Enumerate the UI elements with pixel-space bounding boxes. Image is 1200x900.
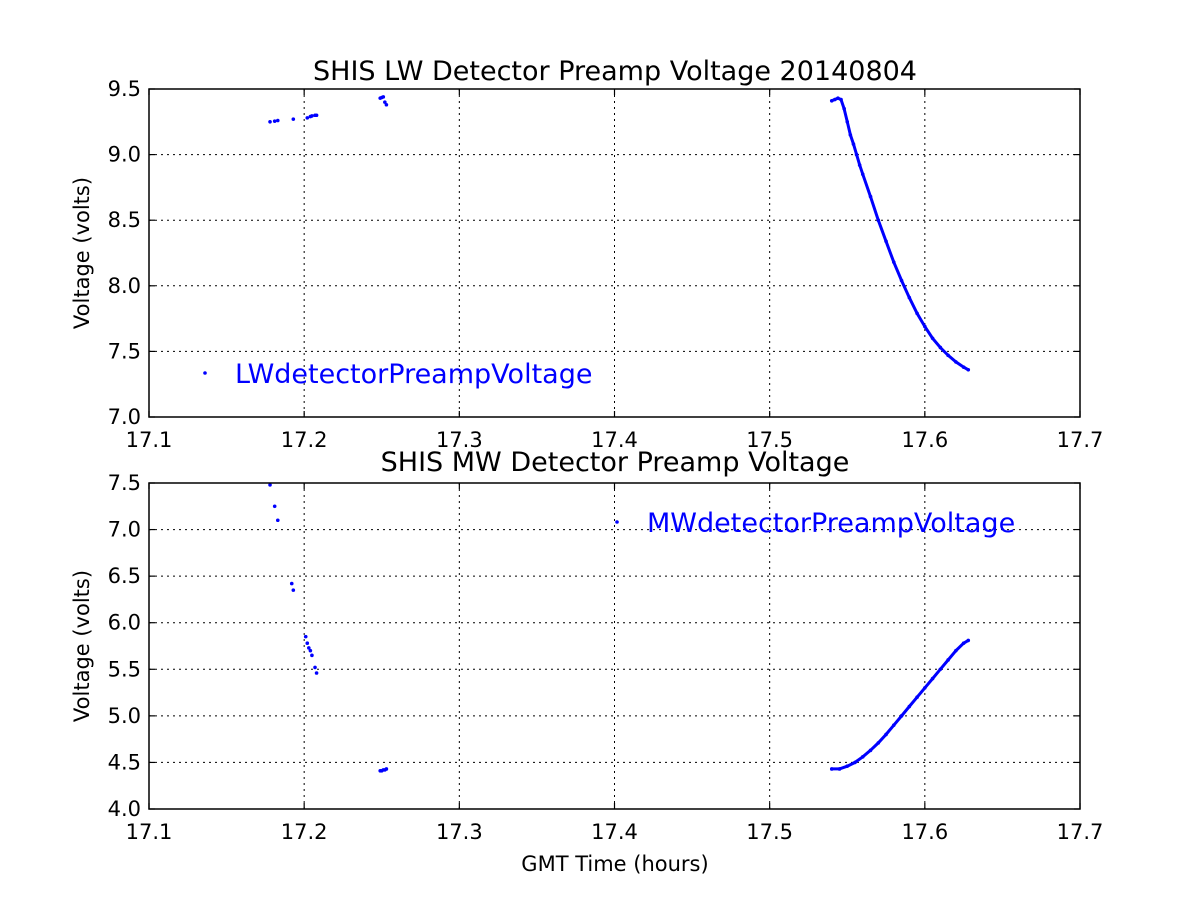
lw-voltage-panel: SHIS LW Detector Preamp Voltage 20140804…	[70, 56, 1103, 452]
mw-y-tick-label: 6.5	[108, 564, 141, 588]
lw-x-tick-label: 17.5	[746, 428, 793, 452]
mw-data-point	[305, 641, 310, 646]
lw-data-point	[381, 95, 386, 99]
mw-x-tick-label: 17.5	[746, 820, 793, 844]
mw-dense-trace	[831, 639, 970, 771]
mw-y-tick-label: 4.5	[108, 750, 141, 774]
mw-y-tick-label: 5.5	[108, 657, 141, 681]
mw-y-tick-label: 6.0	[108, 611, 141, 635]
lw-y-tick-label: 7.5	[108, 339, 141, 363]
mw-legend-label: MWdetectorPreampVoltage	[647, 508, 1015, 539]
mw-data-point	[303, 634, 308, 639]
lw-x-tick-label: 17.4	[591, 428, 638, 452]
mw-data-point	[291, 588, 296, 592]
lw-data-point	[268, 120, 272, 124]
lw-y-tick-label: 9.5	[108, 77, 141, 101]
lw-y-axis-label: Voltage (volts)	[70, 177, 94, 329]
mw-data-point	[310, 653, 314, 658]
mw-y-tick-label: 7.0	[108, 518, 141, 542]
mw-data-point	[307, 646, 311, 650]
mw-chart-title: SHIS MW Detector Preamp Voltage	[381, 447, 850, 478]
lw-data-point	[275, 118, 280, 123]
lw-x-tick-label: 17.7	[1057, 428, 1104, 452]
lw-x-tick-label: 17.2	[281, 428, 328, 452]
lw-x-tick-label: 17.6	[901, 428, 948, 452]
lw-x-tick-label: 17.3	[436, 428, 483, 452]
lw-data-point	[305, 116, 310, 120]
mw-data-point	[313, 665, 317, 670]
lw-y-tick-label: 9.0	[108, 143, 141, 167]
mw-x-tick-label: 17.2	[281, 820, 328, 844]
mw-x-tick-label: 17.4	[591, 820, 638, 844]
mw-data-point	[275, 518, 280, 523]
mw-data-point	[272, 504, 277, 509]
lw-data-point	[314, 113, 319, 118]
lw-x-tick-label: 17.1	[126, 428, 173, 452]
lw-y-tick-label: 7.0	[108, 405, 141, 429]
lw-data-point	[272, 119, 277, 123]
mw-x-tick-label: 17.3	[436, 820, 483, 844]
lw-data-point	[383, 100, 387, 104]
mw-y-tick-label: 4.0	[108, 797, 141, 821]
mw-data-point	[314, 671, 319, 675]
mw-data-point	[268, 483, 272, 487]
lw-dense-trace	[831, 96, 970, 372]
lw-y-tick-label: 8.5	[108, 208, 141, 232]
mw-voltage-panel: SHIS MW Detector Preamp Voltage 17.1 17.2…	[70, 447, 1103, 876]
lw-data-point	[384, 102, 389, 107]
mw-y-tick-label: 5.0	[108, 704, 141, 728]
lw-y-tick-label: 8.0	[108, 274, 141, 298]
mw-data-point	[308, 648, 313, 653]
mw-data-point	[384, 767, 389, 771]
mw-x-tick-label: 17.1	[126, 820, 173, 844]
lw-legend-label: LWdetectorPreampVoltage	[235, 359, 592, 390]
mw-x-axis-label: GMT Time (hours)	[521, 852, 708, 876]
mw-legend-marker	[615, 520, 619, 524]
mw-x-tick-label: 17.7	[1057, 820, 1104, 844]
mw-y-tick-label: 7.5	[108, 471, 141, 495]
mw-data-point	[289, 581, 294, 586]
mw-y-axis-label: Voltage (volts)	[70, 570, 94, 722]
lw-legend-marker	[203, 371, 207, 375]
lw-chart-title: SHIS LW Detector Preamp Voltage 20140804	[313, 56, 917, 87]
lw-data-point	[291, 117, 296, 121]
mw-x-tick-label: 17.6	[901, 820, 948, 844]
lw-data-point	[310, 114, 314, 118]
